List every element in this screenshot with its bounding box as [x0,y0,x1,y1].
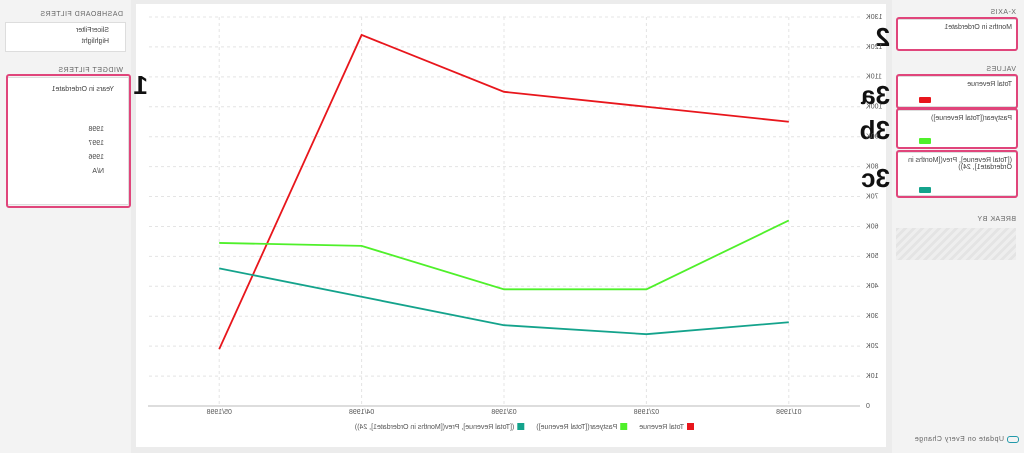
annotation: 3a [861,80,890,110]
radio-option[interactable]: SlicerFilter [75,27,109,34]
toggle[interactable] [1007,436,1019,443]
drop-zone[interactable] [896,228,1016,260]
highlight-box [896,150,1018,198]
annotation: 3c [861,163,890,193]
annotation: 3b [859,115,890,145]
highlight-box [6,74,131,208]
filter-mode: SlicerFilter Highlight [5,22,126,52]
section-title: VALUES [985,66,1016,73]
left-panel: X-AXIS Months in Orderdate1 VALUES Total… [892,0,1024,453]
section-title: X-AXIS [990,9,1016,16]
highlight-box [896,108,1018,149]
annotation: 1 [133,70,148,100]
highlight-box [896,74,1018,109]
highlight-box [896,17,1018,51]
section-title: WIDGET FILTERS [57,67,123,74]
update-label: Update on Every Change [914,436,1004,443]
right-panel: DASHBOARD FILTERS SlicerFilter Highlight… [0,0,131,453]
section-title: BREAK BY [976,216,1016,223]
radio-option[interactable]: Highlight [81,38,109,45]
annotation: 2 [875,22,890,52]
chart-area [136,4,886,447]
section-title: DASHBOARD FILTERS [39,11,123,18]
